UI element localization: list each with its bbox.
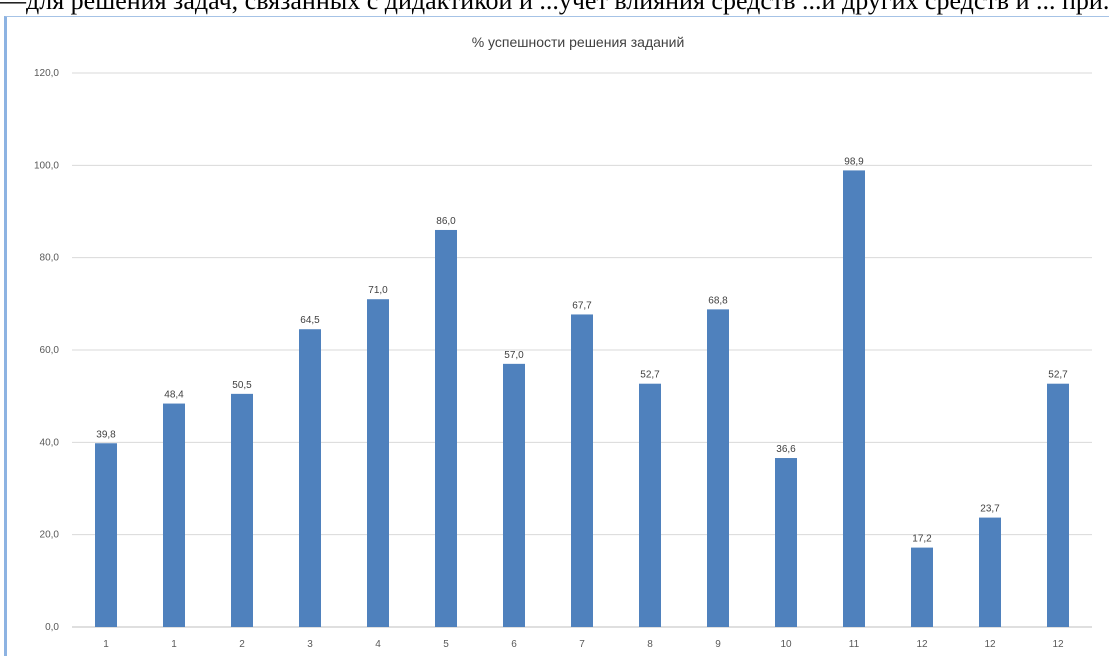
data-label: 57,0	[504, 350, 524, 361]
x-tick-label: 11	[849, 639, 860, 650]
bar-chart: % успешности решения заданий 0,020,040,0…	[34, 34, 1092, 650]
data-label: 52,7	[640, 370, 660, 381]
x-tick-label: 8	[647, 639, 653, 650]
y-axis-ticks: 0,0 20,0 40,0 60,0 80,0 100,0 120,0	[34, 68, 59, 633]
bar	[367, 299, 389, 627]
x-tick-label: 12	[916, 639, 928, 650]
bar	[95, 443, 117, 627]
y-tick-label: 100,0	[34, 160, 59, 171]
bar	[571, 314, 593, 627]
x-tick-label: 12	[984, 639, 996, 650]
data-label: 67,7	[572, 300, 592, 311]
chart-frame: % успешности решения заданий 0,0 20,0 40,0…	[4, 16, 1109, 656]
chart-title: % успешности решения заданий	[472, 34, 685, 50]
x-tick-label: 6	[511, 639, 517, 650]
data-label: 68,8	[708, 295, 728, 306]
data-labels: 39,8 48,4 50,5 64,5 71,0 86,0 57,0 67,7 52,7 68,8…	[96, 156, 1068, 544]
bar	[503, 363, 525, 627]
y-tick-label: 60,0	[40, 345, 60, 356]
x-tick-label: 2	[239, 639, 245, 650]
bar	[1047, 383, 1069, 627]
bar	[163, 403, 185, 627]
x-tick-label: 3	[307, 639, 313, 650]
x-tick-label: 9	[715, 639, 721, 650]
x-tick-label: 12	[1052, 639, 1064, 650]
bar	[707, 309, 729, 627]
bars	[95, 170, 1069, 627]
bar	[911, 547, 933, 627]
data-label: 52,7	[1048, 370, 1068, 381]
y-tick-label: 80,0	[40, 253, 60, 264]
cropped-document-text: —для решения задач, связанных с дидактик…	[0, 0, 1109, 15]
bar	[843, 170, 865, 627]
data-label: 71,0	[368, 285, 388, 296]
data-label: 48,4	[164, 390, 184, 401]
data-label: 17,2	[912, 534, 932, 545]
x-tick-label: 1	[103, 639, 109, 650]
data-label: 86,0	[436, 216, 456, 227]
x-tick-label: 7	[579, 639, 585, 650]
y-tick-label: 20,0	[40, 530, 60, 541]
x-tick-label: 5	[443, 639, 449, 650]
bar	[775, 458, 797, 627]
data-label: 39,8	[96, 429, 116, 440]
x-tick-label: 4	[375, 639, 381, 650]
data-label: 50,5	[232, 380, 252, 391]
x-tick-label: 1	[171, 639, 177, 650]
y-tick-label: 0,0	[45, 622, 59, 633]
bar	[639, 383, 661, 627]
y-tick-label: 120,0	[34, 68, 59, 79]
x-tick-label: 10	[780, 639, 792, 650]
data-label: 98,9	[844, 156, 864, 167]
y-tick-label: 40,0	[40, 437, 60, 448]
x-axis-ticks: 1 1 2 3 4 5 6 7 8 9 10 11 12 12 12	[103, 639, 1064, 650]
bar	[299, 329, 321, 627]
bar	[231, 393, 253, 627]
bar	[435, 229, 457, 627]
data-label: 36,6	[776, 444, 796, 455]
data-label: 64,5	[300, 315, 320, 326]
bar	[979, 517, 1001, 627]
data-label: 23,7	[980, 504, 1000, 515]
